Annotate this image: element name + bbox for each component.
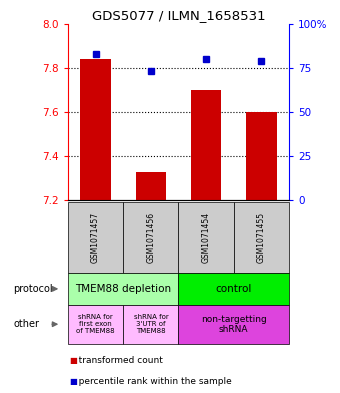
Text: GSM1071457: GSM1071457	[91, 212, 100, 263]
Text: ■: ■	[69, 356, 77, 365]
Text: shRNA for
3'UTR of
TMEM88: shRNA for 3'UTR of TMEM88	[134, 314, 168, 334]
Text: control: control	[216, 284, 252, 294]
Text: shRNA for
first exon
of TMEM88: shRNA for first exon of TMEM88	[76, 314, 115, 334]
Bar	[191, 90, 221, 200]
Text: protocol: protocol	[14, 284, 53, 294]
Bar	[246, 112, 276, 200]
Text: non-targetting
shRNA: non-targetting shRNA	[201, 314, 267, 334]
Text: GSM1071455: GSM1071455	[257, 212, 266, 263]
Bar	[81, 59, 111, 200]
Title: GDS5077 / ILMN_1658531: GDS5077 / ILMN_1658531	[92, 9, 265, 22]
Text: percentile rank within the sample: percentile rank within the sample	[70, 378, 232, 386]
Bar	[136, 172, 166, 200]
Text: GSM1071454: GSM1071454	[202, 212, 210, 263]
Text: other: other	[14, 319, 39, 329]
Text: TMEM88 depletion: TMEM88 depletion	[75, 284, 171, 294]
Text: GSM1071456: GSM1071456	[147, 212, 155, 263]
Text: transformed count: transformed count	[70, 356, 163, 365]
Text: ■: ■	[69, 378, 77, 386]
